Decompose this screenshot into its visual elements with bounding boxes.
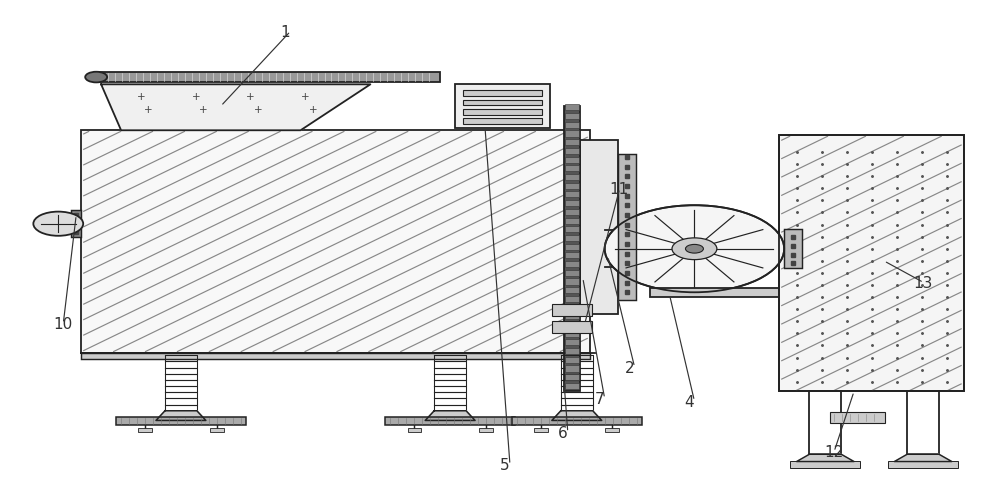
Bar xyxy=(565,244,579,250)
Bar xyxy=(888,461,958,468)
Text: 12: 12 xyxy=(824,444,843,459)
Bar xyxy=(565,166,579,172)
Bar xyxy=(565,279,579,285)
Bar xyxy=(71,211,81,238)
Text: 1: 1 xyxy=(281,25,290,40)
Polygon shape xyxy=(552,411,602,421)
Text: 10: 10 xyxy=(53,317,73,332)
Bar xyxy=(565,201,579,207)
Bar xyxy=(565,322,579,328)
Bar xyxy=(565,149,579,155)
Text: +: + xyxy=(144,105,153,115)
Bar xyxy=(784,230,802,269)
Text: 4: 4 xyxy=(684,394,694,409)
Text: +: + xyxy=(199,105,208,115)
Text: +: + xyxy=(254,105,263,115)
Bar xyxy=(779,136,964,392)
Text: +: + xyxy=(301,92,310,102)
Polygon shape xyxy=(425,411,475,421)
Bar xyxy=(565,122,579,129)
Bar xyxy=(565,218,579,224)
Polygon shape xyxy=(894,454,952,462)
Text: 13: 13 xyxy=(914,275,933,290)
Bar xyxy=(210,428,224,432)
Bar xyxy=(116,417,246,425)
Bar xyxy=(565,253,579,259)
Bar xyxy=(565,366,579,372)
Bar xyxy=(479,428,493,432)
Bar xyxy=(81,131,590,353)
Text: 7: 7 xyxy=(595,392,604,407)
Bar xyxy=(565,357,579,363)
Bar xyxy=(455,85,550,129)
Bar xyxy=(552,322,592,333)
Bar xyxy=(779,136,964,392)
Bar xyxy=(565,131,579,137)
Bar xyxy=(138,428,152,432)
Text: +: + xyxy=(192,92,200,102)
Bar xyxy=(565,331,579,337)
Text: 5: 5 xyxy=(500,457,510,472)
Bar xyxy=(81,353,590,359)
Bar xyxy=(565,305,579,311)
Circle shape xyxy=(685,245,703,254)
Bar xyxy=(512,417,642,425)
Bar xyxy=(565,140,579,146)
Bar xyxy=(605,428,619,432)
Bar xyxy=(565,235,579,242)
Text: +: + xyxy=(246,92,255,102)
Bar xyxy=(565,270,579,276)
Bar xyxy=(565,296,579,302)
Bar xyxy=(565,348,579,354)
Bar xyxy=(565,287,579,294)
Bar xyxy=(565,227,579,233)
Polygon shape xyxy=(101,85,370,131)
Text: 11: 11 xyxy=(610,182,629,197)
Bar xyxy=(385,417,515,425)
Bar xyxy=(565,175,579,181)
Text: +: + xyxy=(137,92,145,102)
Bar xyxy=(463,119,542,125)
Bar xyxy=(618,155,636,300)
Text: 6: 6 xyxy=(558,425,568,440)
Bar xyxy=(565,314,579,320)
Text: +: + xyxy=(309,105,317,115)
Bar xyxy=(463,110,542,116)
Bar xyxy=(96,73,440,83)
Bar xyxy=(463,91,542,97)
Bar xyxy=(830,412,885,423)
Circle shape xyxy=(605,206,784,293)
Bar xyxy=(565,375,579,380)
Bar xyxy=(580,141,618,315)
Bar xyxy=(565,157,579,163)
Bar xyxy=(565,340,579,346)
Bar xyxy=(565,114,579,120)
Bar xyxy=(790,461,860,468)
Bar xyxy=(565,183,579,189)
Polygon shape xyxy=(156,411,206,421)
Bar xyxy=(552,305,592,317)
Bar xyxy=(565,210,579,215)
Bar xyxy=(565,105,579,111)
Circle shape xyxy=(85,73,107,83)
Circle shape xyxy=(33,212,83,236)
Bar xyxy=(534,428,548,432)
Bar xyxy=(565,383,579,389)
Polygon shape xyxy=(797,454,854,462)
Bar xyxy=(564,107,580,392)
Circle shape xyxy=(672,239,717,260)
Bar xyxy=(565,261,579,268)
Bar xyxy=(463,100,542,106)
Bar xyxy=(408,428,421,432)
Text: 2: 2 xyxy=(625,360,634,375)
Bar xyxy=(650,289,779,298)
Bar xyxy=(565,192,579,198)
